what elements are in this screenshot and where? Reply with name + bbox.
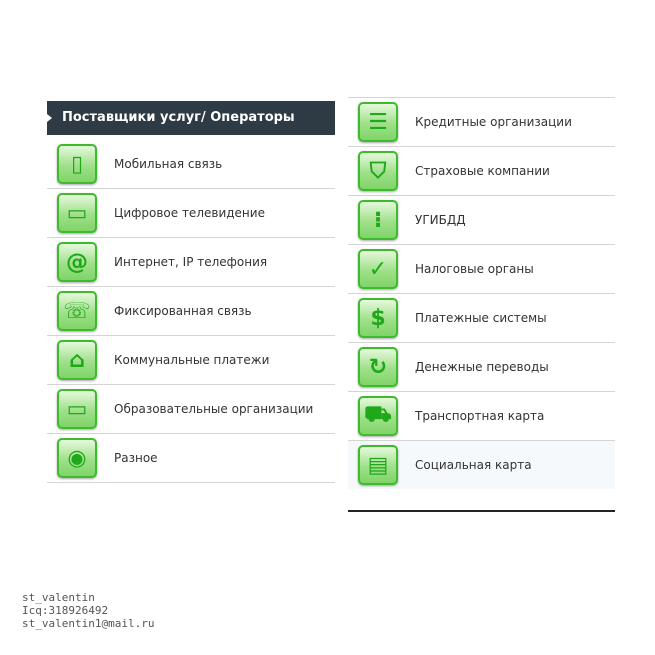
list-item[interactable]: ⛉ Страховые компании [348,147,615,196]
mobile-phone-icon: ▯ [57,144,97,184]
author-icq: Icq:318926492 [22,604,109,617]
list-item-label: Кредитные организации [415,115,572,129]
list-item-label: Страховые компании [415,164,550,178]
house-icon: ⌂ [57,340,97,380]
list-item-label: Социальная карта [415,458,532,472]
money-transfer-icon: ↻ [358,347,398,387]
list-item[interactable]: ✓ Налоговые органы [348,245,615,294]
list-item-label: Разное [114,451,158,465]
traffic-light-icon: ⁝ [358,200,398,240]
left-list: ▯ Мобильная связь ▭ Цифровое телевидение @ Ин… [47,140,335,483]
list-item-label: Мобильная связь [114,157,223,171]
list-item-label: Фиксированная связь [114,304,252,318]
list-item-label: Цифровое телевидение [114,206,265,220]
list-item-label: Платежные системы [415,311,547,325]
tax-icon: ✓ [358,249,398,289]
dollar-icon: $ [358,298,398,338]
author-name: st_valentin [22,591,95,604]
car-icon: ⛟ [358,396,398,436]
list-item[interactable]: ▭ Образовательные организации [47,385,335,434]
tv-icon: ▭ [57,193,97,233]
author-info: st_valentin Icq:318926492 st_valentin1@mai… [22,591,154,630]
list-item[interactable]: @ Интернет, IP телефония [47,238,335,287]
list-item[interactable]: ⛟ Транспортная карта [348,392,615,441]
list-item[interactable]: ◉ Разное [47,434,335,483]
list-item-label: Транспортная карта [415,409,545,423]
list-item[interactable]: ▤ Социальная карта [348,441,615,489]
list-item-label: УГИБДД [415,213,466,227]
briefcase-icon: ▭ [57,389,97,429]
list-item[interactable]: ☏ Фиксированная связь [47,287,335,336]
list-item[interactable]: ⌂ Коммунальные платежи [47,336,335,385]
right-list: ☰ Кредитные организации ⛉ Страховые компани… [348,97,615,489]
list-item-label: Налоговые органы [415,262,534,276]
list-item-label: Интернет, IP телефония [114,255,268,269]
internet-phone-icon: @ [57,242,97,282]
section-header: Поставщики услуг/ Операторы [47,101,335,135]
list-item-label: Образовательные организации [114,402,314,416]
bottom-divider [348,510,615,512]
author-email: st_valentin1@mail.ru [22,617,155,630]
list-item-label: Денежные переводы [415,360,549,374]
list-item[interactable]: ⁝ УГИБДД [348,196,615,245]
list-item[interactable]: ▭ Цифровое телевидение [47,189,335,238]
id-card-icon: ▤ [358,445,398,485]
list-item[interactable]: ↻ Денежные переводы [348,343,615,392]
shield-icon: ⛉ [358,151,398,191]
list-item[interactable]: ▯ Мобильная связь [47,140,335,189]
landline-phone-icon: ☏ [57,291,97,331]
list-item-label: Коммунальные платежи [114,353,270,367]
list-item[interactable]: $ Платежные системы [348,294,615,343]
target-icon: ◉ [57,438,97,478]
chat-bubbles-icon: ☰ [358,102,398,142]
list-item[interactable]: ☰ Кредитные организации [348,98,615,147]
